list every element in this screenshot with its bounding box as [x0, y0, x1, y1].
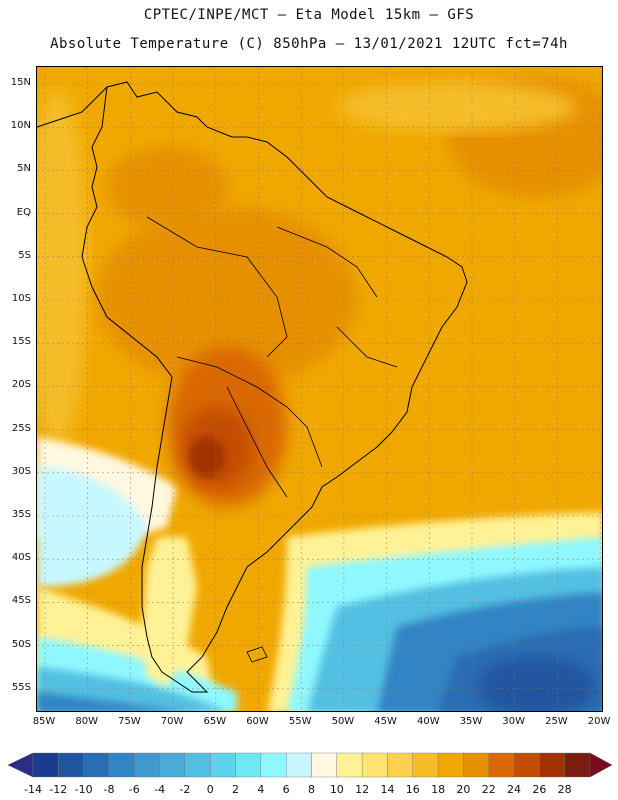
interior-border-5	[336, 326, 398, 368]
lat-label: 10N	[10, 120, 31, 132]
lat-label: 15S	[11, 336, 31, 348]
colorbar-label: 4	[257, 783, 265, 796]
lon-label: 70W	[160, 716, 184, 727]
colorbar-cell	[412, 752, 439, 778]
lon-label: 55W	[288, 716, 312, 727]
lat-label: 55S	[11, 681, 31, 693]
lon-label: 85W	[32, 716, 56, 727]
colorbar-label: -8	[103, 783, 115, 796]
lat-label: 15N	[10, 77, 31, 88]
atlantic-core	[477, 657, 597, 711]
lat-label: 5N	[17, 163, 31, 175]
colorbar-cell	[235, 752, 262, 778]
south-band-4	[37, 692, 182, 711]
lat-label: 25S	[11, 422, 31, 434]
lon-label: 65W	[203, 716, 227, 727]
lon-label: 60W	[246, 716, 269, 727]
lon-label: 20W	[587, 716, 611, 727]
central-america-outline	[37, 86, 108, 128]
colorbar-cell	[361, 752, 388, 778]
colorbar-label: 28	[557, 783, 572, 796]
colorbar-cell	[463, 752, 489, 778]
south-america-outline	[81, 81, 468, 693]
falkland-islands	[246, 646, 268, 663]
map-svg	[37, 67, 602, 711]
lat-label: 35S	[11, 509, 31, 520]
colorbar-label: 14	[380, 783, 395, 796]
lon-label: 75W	[118, 716, 141, 727]
colorbar-label: 20	[456, 783, 471, 796]
colorbar-label: 18	[431, 783, 446, 796]
lon-label: 50W	[331, 716, 355, 727]
colorbar-label: 12	[355, 783, 370, 796]
colorbar-label: 8	[308, 783, 315, 796]
lon-label: 45W	[374, 716, 397, 727]
lat-label: 30S	[11, 465, 31, 477]
colorbar-cells	[7, 752, 613, 778]
cool-zone-pacific-2	[37, 467, 147, 587]
warm-north-continent	[107, 147, 227, 227]
colorbar-label: 26	[532, 783, 547, 796]
colorbar-cell	[285, 752, 312, 778]
colorbar-under-triangle	[7, 752, 34, 778]
colorbar-cell	[437, 752, 464, 778]
colorbar-cell	[108, 752, 135, 778]
colorbar-label: 22	[481, 783, 496, 796]
colorbar-cell	[539, 752, 565, 778]
colorbar-cell	[564, 752, 591, 778]
colorbar-label: -10	[74, 783, 93, 796]
colorbar-cell	[488, 752, 515, 778]
colorbar-cell	[184, 752, 211, 778]
colorbar-cell	[387, 752, 413, 778]
colorbar-label: 6	[282, 783, 290, 796]
chart-title-line2: Absolute Temperature (C) 850hPa – 13/01/…	[50, 36, 568, 52]
colorbar-label: 16	[405, 783, 420, 796]
lat-label: 40S	[11, 552, 31, 564]
colorbar-label: 24	[507, 783, 522, 796]
chart-title-line1: CPTEC/INPE/MCT – Eta Model 15km – GFS	[143, 7, 475, 23]
colorbar-cell	[311, 752, 338, 778]
interior-border-3	[276, 226, 378, 298]
colorbar-label: 0	[206, 783, 214, 796]
colorbar-label: -6	[128, 783, 140, 796]
lat-label: 10S	[11, 293, 31, 304]
lon-label: 35W	[459, 716, 483, 727]
lat-label: EQ	[16, 206, 31, 218]
lat-label: 50S	[11, 638, 31, 650]
interior-border-4	[226, 386, 288, 498]
colorbar-cell	[210, 752, 236, 778]
colorbar-label: 10	[329, 783, 344, 796]
colorbar-label: -12	[49, 783, 68, 796]
caribbean-band	[337, 82, 577, 132]
colorbar-cell	[260, 752, 287, 778]
colorbar-cell	[336, 752, 363, 778]
temperature-map	[36, 66, 603, 712]
interior-border-1	[146, 216, 288, 358]
interior-border-2	[176, 356, 323, 468]
colorbar-label: 2	[232, 783, 240, 796]
lat-label: 5S	[18, 249, 31, 261]
warm-continent	[97, 207, 357, 387]
colorbar-cell	[134, 752, 160, 778]
colorbar-label: -2	[179, 783, 191, 796]
colorbar-cell	[513, 752, 540, 778]
lat-label: 20S	[11, 379, 31, 391]
colorbar-cell	[159, 752, 186, 778]
colorbar-cell	[58, 752, 84, 778]
colorbar	[7, 752, 613, 778]
lon-label: 30W	[502, 716, 525, 727]
hottest-core	[189, 437, 225, 477]
colorbar-cell	[83, 752, 110, 778]
colorbar-over-triangle	[589, 752, 613, 778]
lat-label: 45S	[11, 595, 31, 607]
pacific-band	[37, 87, 87, 447]
colorbar-label: -14	[24, 783, 42, 796]
patagonia-cool	[142, 537, 197, 687]
colorbar-label: -4	[154, 783, 166, 796]
lon-label: 40W	[416, 716, 440, 727]
lon-label: 80W	[75, 716, 98, 727]
colorbar-cell	[32, 752, 59, 778]
lon-label: 25W	[545, 716, 568, 727]
